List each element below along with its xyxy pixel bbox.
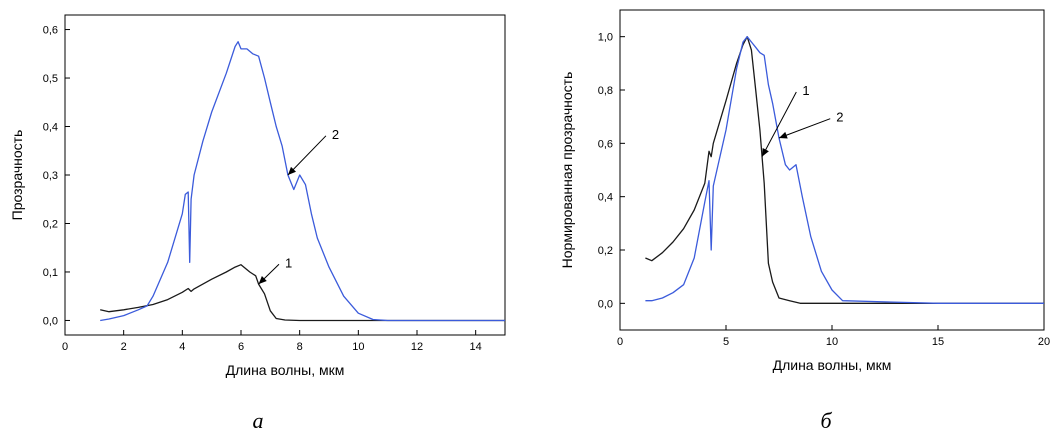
y-axis-label-b: Нормированная прозрачность <box>559 72 575 269</box>
ticks-b: 0 5 10 15 20 0,0 0,2 0,4 0,6 0,8 1,0 <box>598 32 1050 348</box>
ticks-a: 0 2 4 6 8 10 12 140,00,10,20,30,40,50,6 <box>43 25 482 353</box>
annotations-a: 12 <box>258 127 339 285</box>
plot-frame-b <box>619 9 1045 331</box>
y-tick-label: 0,6 <box>43 25 58 37</box>
panel-b: 0 5 10 15 200,00,20,40,60,81,0 12 Длина волн… <box>559 9 1050 433</box>
y-tick-label: 0,4 <box>598 192 613 204</box>
x-tick-label: 14 <box>470 341 482 353</box>
y-tick-label: 0,1 <box>43 267 58 279</box>
y-tick-label: 1,0 <box>598 32 613 44</box>
panel-caption-a: а <box>253 408 264 433</box>
x-tick-label: 2 <box>121 341 127 353</box>
annotation-label: 2 <box>332 127 339 142</box>
series-line-1 <box>100 264 505 322</box>
lines-b <box>645 36 1044 304</box>
y-tick-label: 0,0 <box>598 298 613 310</box>
y-tick-label: 0,2 <box>598 245 613 257</box>
y-tick-label: 0,3 <box>43 170 58 182</box>
annotation-arrow <box>761 91 797 157</box>
x-tick-label: 0 <box>62 341 68 353</box>
annotation-label: 2 <box>836 110 843 125</box>
annotation-arrowhead <box>779 131 788 139</box>
x-tick-label: 10 <box>352 341 364 353</box>
x-tick-label: 15 <box>932 336 944 348</box>
y-tick-label: 0,8 <box>598 85 613 97</box>
annotation-label: 1 <box>802 83 809 98</box>
series-line-1 <box>645 36 1044 304</box>
x-tick-label: 8 <box>297 341 303 353</box>
y-tick-label: 0,2 <box>43 218 58 230</box>
x-tick-label: 4 <box>179 341 185 353</box>
annotation-label: 1 <box>285 255 292 270</box>
series-line-2 <box>100 41 505 322</box>
y-tick-label: 0,4 <box>43 122 58 134</box>
annotation-arrow <box>778 118 831 139</box>
series-line-2 <box>645 36 1044 304</box>
annotation-arrowhead <box>258 276 267 285</box>
x-axis-label-a: Длина волны, мкм <box>226 362 345 378</box>
y-tick-label: 0,5 <box>43 73 58 85</box>
y-tick-label: 0,6 <box>598 138 613 150</box>
y-tick-label: 0,0 <box>43 315 58 327</box>
lines-a <box>100 41 505 322</box>
x-tick-label: 5 <box>723 336 729 348</box>
x-tick-label: 0 <box>617 336 623 348</box>
panel-caption-b: б <box>820 408 832 433</box>
plot-frame-a <box>64 14 506 336</box>
y-axis-label-a: Прозрачность <box>9 130 25 221</box>
annotations-b: 12 <box>761 83 843 157</box>
x-tick-label: 20 <box>1038 336 1050 348</box>
x-axis-label-b: Длина волны, мкм <box>773 357 892 373</box>
annotation-arrowhead <box>287 166 297 175</box>
x-tick-label: 10 <box>826 336 838 348</box>
annotation-arrowhead <box>762 147 769 157</box>
annotation-arrow <box>287 135 327 176</box>
x-tick-label: 12 <box>411 341 423 353</box>
panel-a: 0 2 4 6 8 10 12 140,00,10,20,30,40,50,6 12 Длин… <box>9 14 506 433</box>
x-tick-label: 6 <box>238 341 244 353</box>
